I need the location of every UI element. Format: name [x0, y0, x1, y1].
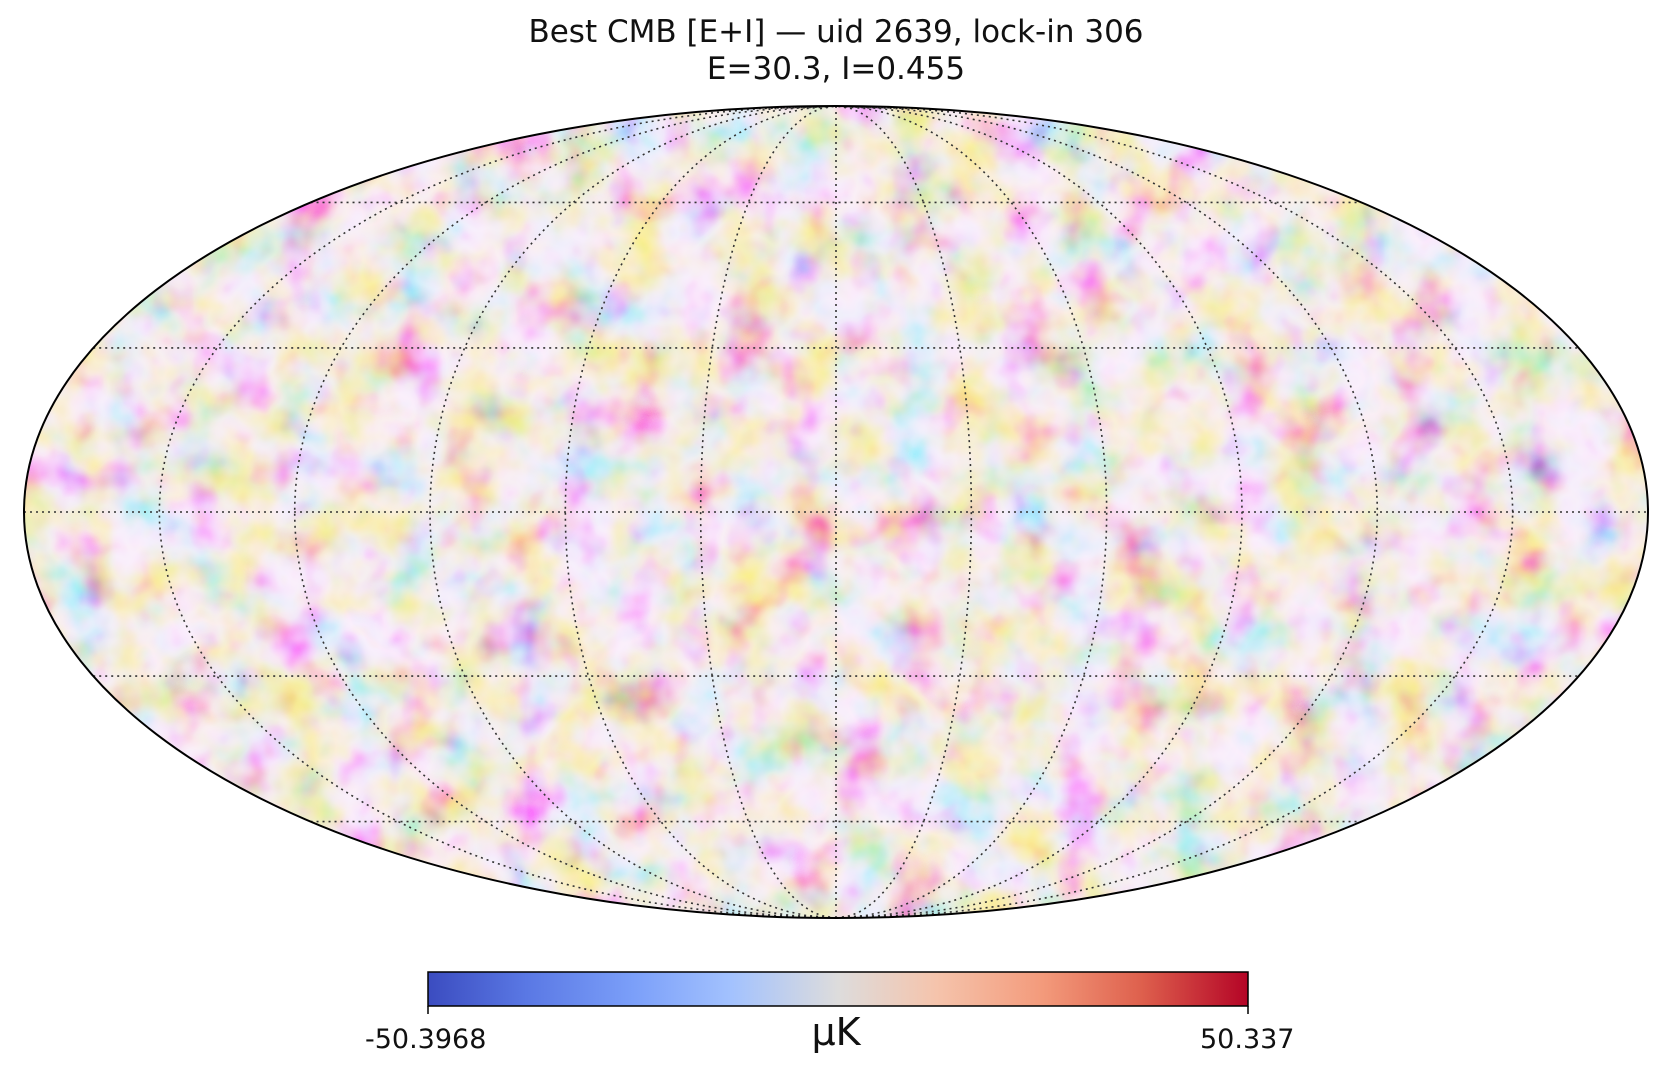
map-outline — [23, 105, 1649, 919]
map-title: Best CMB [E+I] — uid 2639, lock-in 306 E… — [0, 14, 1672, 88]
graticule-meridian — [835, 106, 1243, 918]
colorbar-max-label: 50.337 — [1200, 1024, 1295, 1055]
colorbar-min-label: -50.3968 — [365, 1024, 487, 1055]
colorbar — [427, 971, 1249, 1007]
graticule-meridian — [429, 106, 837, 918]
colorbar-unit-label: μK — [811, 1010, 861, 1054]
title-line-1: Best CMB [E+I] — uid 2639, lock-in 306 — [528, 14, 1144, 50]
graticule — [24, 106, 1648, 918]
title-line-2: E=30.3, I=0.455 — [706, 51, 966, 87]
